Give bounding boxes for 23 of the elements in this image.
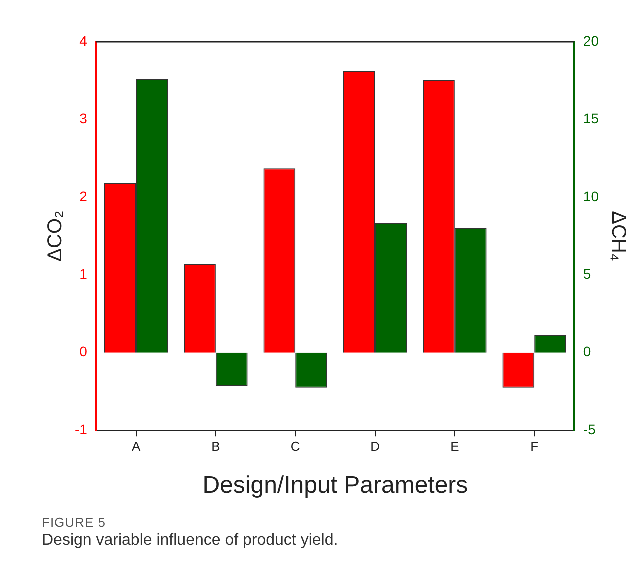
text: Design variable influence of product yield. <box>42 532 338 550</box>
y-tick-label: 1 <box>80 266 88 282</box>
y-tick-label: 2 <box>80 188 88 204</box>
y-tick-label: 4 <box>80 32 88 49</box>
y2-tick-label: 15 <box>583 110 600 127</box>
caption: FIGURE 5 <box>42 515 107 530</box>
x-tick-label: C <box>290 438 300 454</box>
x-tick-label: B <box>212 438 220 454</box>
y-tick-label: 3 <box>80 110 88 127</box>
y2-tick-label: 20 <box>583 32 600 49</box>
y2-axis-title: ΔCH₄ <box>607 211 630 262</box>
y-tick-label: 0 <box>80 344 88 360</box>
y2-tick-label: 0 <box>583 344 592 360</box>
y2-tick-label: 10 <box>583 188 600 204</box>
x-tick-label: A <box>132 438 141 454</box>
y-tick-label: -1 <box>74 421 88 438</box>
x-tick-label: D <box>370 438 380 454</box>
y-axis-title: ΔCO₂ <box>44 210 67 262</box>
x-tick-label: F <box>530 438 539 454</box>
y2-tick-label: -5 <box>583 421 596 438</box>
x-axis-title: Design/Input Parameters <box>202 472 468 500</box>
x-tick-label: E <box>450 438 460 454</box>
y2-tick-label: 5 <box>583 266 592 282</box>
